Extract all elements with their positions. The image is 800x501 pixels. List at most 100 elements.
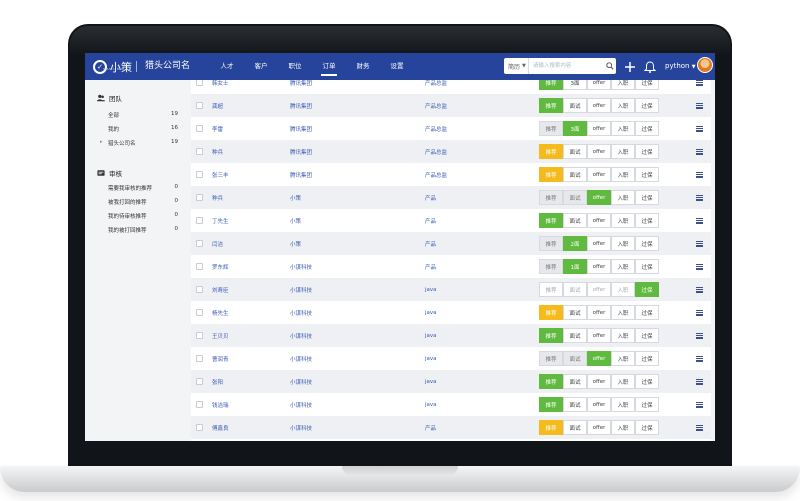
menu-icon[interactable] bbox=[696, 217, 703, 224]
stage-button[interactable]: 面试 bbox=[563, 397, 587, 412]
user-menu[interactable]: python ▼ bbox=[665, 62, 696, 70]
stage-button[interactable]: 过保 bbox=[635, 420, 659, 435]
stage-button[interactable]: 入职 bbox=[611, 259, 635, 274]
row-checkbox[interactable] bbox=[196, 125, 203, 132]
position-link[interactable]: 产品总监 bbox=[425, 126, 448, 133]
candidate-name[interactable]: 张三丰 bbox=[212, 172, 229, 179]
stage-button[interactable]: 推荐 bbox=[539, 351, 563, 366]
table-row[interactable]: 罗东辉 小谋科技 产品 推荐 1面 offer 入职 过保 bbox=[191, 255, 711, 278]
candidate-name[interactable]: 张阳 bbox=[212, 379, 224, 386]
row-checkbox[interactable] bbox=[196, 424, 203, 431]
stage-button[interactable]: 2面 bbox=[563, 236, 587, 251]
stage-button[interactable]: 过保 bbox=[635, 121, 659, 136]
position-link[interactable]: java bbox=[425, 286, 437, 293]
stage-button[interactable]: 入职 bbox=[611, 213, 635, 228]
stage-button[interactable]: 面试 bbox=[563, 374, 587, 389]
stage-button[interactable]: 3面 bbox=[563, 80, 587, 90]
table-row[interactable]: 傅鑫良 小谋科技 产品 推荐 面试 offer 入职 过保 bbox=[191, 416, 711, 439]
menu-icon[interactable] bbox=[696, 332, 703, 339]
search-type-select[interactable]: 简历 ▼ bbox=[504, 58, 529, 74]
position-link[interactable]: 产品总监 bbox=[425, 149, 448, 156]
sidebar-item[interactable]: 被我打回的推荐 0 bbox=[108, 198, 178, 206]
menu-icon[interactable] bbox=[696, 80, 703, 86]
stage-button[interactable]: offer bbox=[587, 98, 611, 113]
sidebar-item[interactable]: 我的待审核推荐 0 bbox=[108, 212, 178, 220]
company-link[interactable]: 腾讯集团 bbox=[290, 80, 313, 87]
row-checkbox[interactable] bbox=[196, 240, 203, 247]
nav-item[interactable]: 订单 bbox=[312, 53, 346, 80]
candidate-name[interactable]: 杨先生 bbox=[212, 310, 229, 317]
table-row[interactable]: 李雷 腾讯集团 产品总监 推荐 3面 offer 入职 过保 bbox=[191, 117, 711, 140]
menu-icon[interactable] bbox=[696, 102, 703, 109]
stage-button[interactable]: 推荐 bbox=[539, 167, 563, 182]
company-link[interactable]: 腾讯集团 bbox=[290, 126, 313, 133]
stage-button[interactable]: 推荐 bbox=[539, 190, 563, 205]
stage-button[interactable]: 入职 bbox=[611, 328, 635, 343]
candidate-name[interactable]: 种兵 bbox=[212, 195, 224, 202]
candidate-name[interactable]: 罗东辉 bbox=[212, 264, 229, 271]
stage-button[interactable]: 过保 bbox=[635, 328, 659, 343]
candidate-name[interactable]: 李雷 bbox=[212, 126, 224, 133]
stage-button[interactable]: 面试 bbox=[563, 328, 587, 343]
stage-button[interactable]: 过保 bbox=[635, 236, 659, 251]
row-checkbox[interactable] bbox=[196, 263, 203, 270]
company-link[interactable]: 腾讯集团 bbox=[290, 103, 313, 110]
logo[interactable]: ✓ 小策 bbox=[93, 57, 132, 76]
stage-button[interactable]: 过保 bbox=[635, 80, 659, 90]
table-row[interactable]: 种兵 腾讯集团 产品总监 推荐 面试 offer 入职 过保 bbox=[191, 140, 711, 163]
candidate-name[interactable]: 刘寿臣 bbox=[212, 287, 229, 294]
row-checkbox[interactable] bbox=[196, 171, 203, 178]
row-checkbox[interactable] bbox=[196, 102, 203, 109]
table-row[interactable]: 刘寿臣 小谋科技 java 推荐 面试 offer 入职 过保 bbox=[191, 278, 711, 301]
stage-button[interactable]: 入职 bbox=[611, 282, 635, 297]
position-link[interactable]: java bbox=[425, 401, 437, 408]
stage-button[interactable]: 过保 bbox=[635, 374, 659, 389]
position-link[interactable]: 产品 bbox=[425, 241, 437, 248]
stage-button[interactable]: 过保 bbox=[635, 259, 659, 274]
stage-button[interactable]: offer bbox=[587, 305, 611, 320]
search-input[interactable] bbox=[528, 59, 605, 73]
stage-button[interactable]: 过保 bbox=[635, 213, 659, 228]
stage-button[interactable]: 推荐 bbox=[539, 397, 563, 412]
row-checkbox[interactable] bbox=[196, 355, 203, 362]
company-link[interactable]: 小谋科技 bbox=[290, 356, 313, 363]
stage-button[interactable]: 面试 bbox=[563, 98, 587, 113]
nav-item[interactable]: 设置 bbox=[390, 62, 404, 70]
stage-button[interactable]: offer bbox=[587, 121, 611, 136]
menu-icon[interactable] bbox=[696, 125, 703, 132]
company-link[interactable]: 小策 bbox=[290, 241, 302, 248]
row-checkbox[interactable] bbox=[196, 401, 203, 408]
company-link[interactable]: 小谋科技 bbox=[290, 264, 313, 271]
company-link[interactable]: 小谋科技 bbox=[290, 379, 313, 386]
stage-button[interactable]: 入职 bbox=[611, 190, 635, 205]
position-link[interactable]: 产品 bbox=[425, 218, 437, 225]
company-link[interactable]: 小策 bbox=[290, 218, 302, 225]
stage-button[interactable]: 推荐 bbox=[539, 259, 563, 274]
stage-button[interactable]: 入职 bbox=[611, 167, 635, 182]
stage-button[interactable]: offer bbox=[587, 351, 611, 366]
menu-icon[interactable] bbox=[696, 424, 703, 431]
stage-button[interactable]: 入职 bbox=[611, 121, 635, 136]
nav-item[interactable]: 职位 bbox=[288, 62, 302, 70]
position-link[interactable]: 产品 bbox=[425, 425, 437, 432]
candidate-name[interactable]: 王贝贝 bbox=[212, 333, 229, 340]
stage-button[interactable]: 入职 bbox=[611, 374, 635, 389]
stage-button[interactable]: 入职 bbox=[611, 98, 635, 113]
company-link[interactable]: 小谋科技 bbox=[290, 310, 313, 317]
table-row[interactable]: 杨先生 小谋科技 java 推荐 面试 offer 入职 过保 bbox=[191, 301, 711, 324]
stage-button[interactable]: 入职 bbox=[611, 305, 635, 320]
candidate-name[interactable]: 韩女士 bbox=[212, 80, 229, 87]
stage-button[interactable]: offer bbox=[587, 328, 611, 343]
stage-button[interactable]: offer bbox=[587, 190, 611, 205]
candidate-name[interactable]: 曹润青 bbox=[212, 356, 229, 363]
candidate-name[interactable]: 闫洁 bbox=[212, 241, 224, 248]
stage-button[interactable]: offer bbox=[587, 213, 611, 228]
search-icon[interactable] bbox=[605, 59, 616, 73]
table-row[interactable]: 韩女士 腾讯集团 产品总监 推荐 3面 offer 入职 过保 bbox=[191, 80, 711, 94]
stage-button[interactable]: 过保 bbox=[635, 282, 659, 297]
stage-button[interactable]: offer bbox=[587, 259, 611, 274]
sidebar-item[interactable]: 我的被打回推荐 0 bbox=[108, 226, 178, 234]
bell-icon[interactable] bbox=[643, 59, 657, 73]
menu-icon[interactable] bbox=[696, 401, 703, 408]
